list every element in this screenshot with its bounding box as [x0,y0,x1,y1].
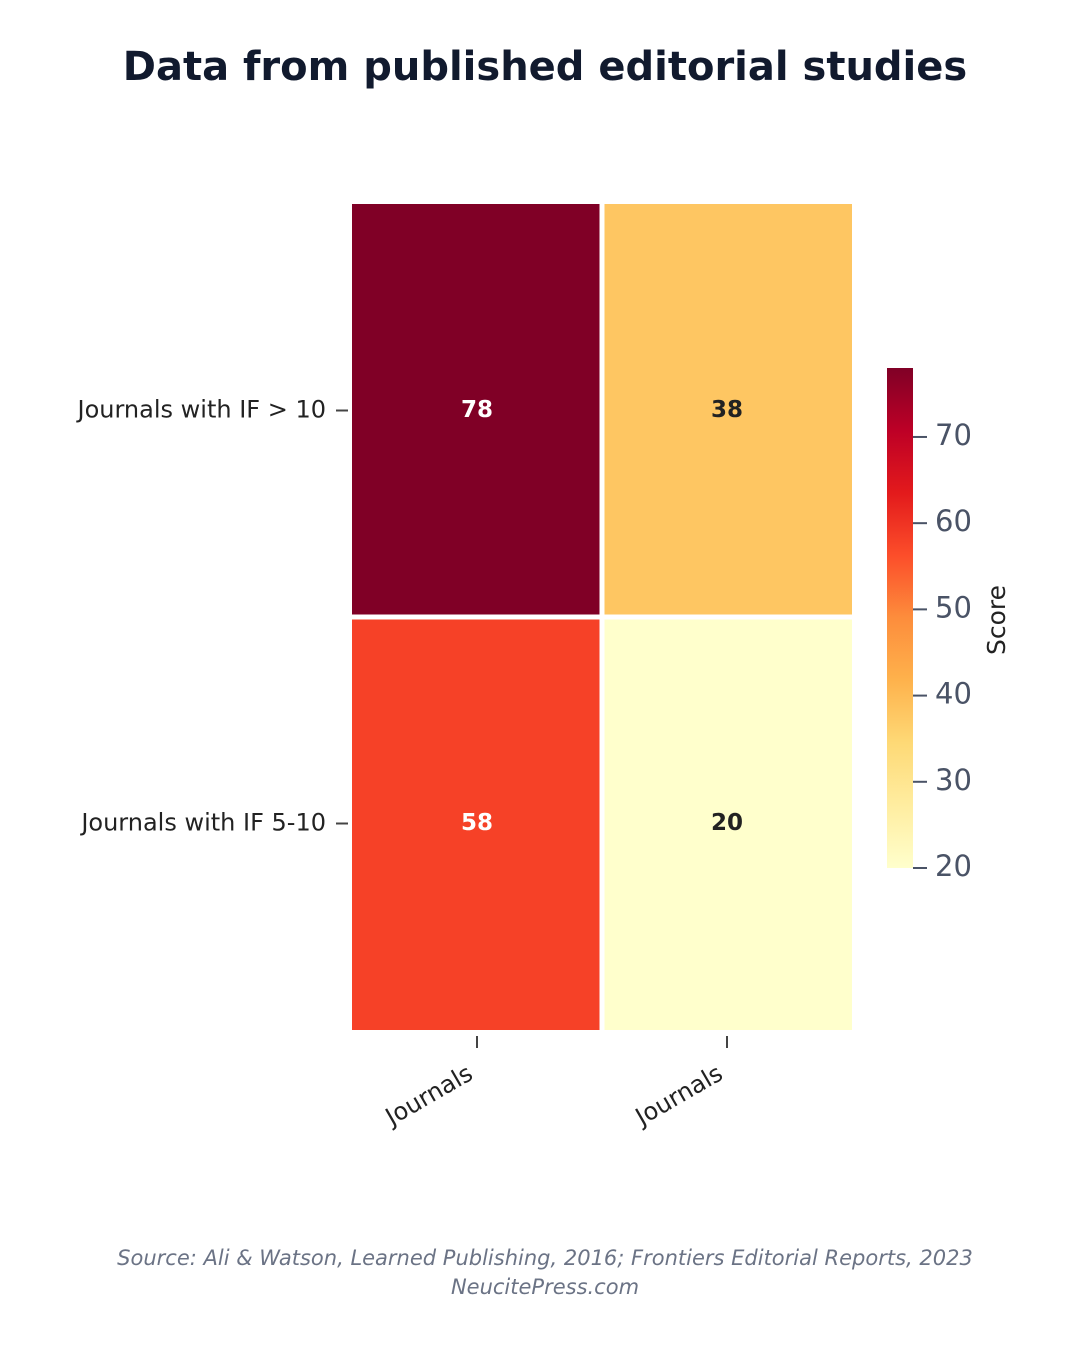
colorbar-tick-label: 30 [935,763,972,797]
colorbar-tick-label: 50 [935,590,972,624]
cell-label: 78 [461,397,493,423]
credit-note: NeucitePress.com [451,1275,639,1299]
heatmap-cell [604,204,852,615]
colorbar-title: Score [982,585,1011,655]
source-note: Source: Ali & Watson, Learned Publishing… [117,1246,973,1270]
x-tick-label: Journals [379,1059,477,1132]
y-tick-label: Journals with IF 5-10 [79,809,326,837]
colorbar [887,368,913,868]
heatmap-cell [352,204,600,615]
cell-label: 38 [711,397,743,423]
chart-title: Data from published editorial studies [123,44,967,90]
y-tick-label: Journals with IF > 10 [76,396,326,424]
cell-label: 58 [461,810,493,836]
colorbar-tick-label: 20 [935,849,972,883]
heatmap-cell [604,619,852,1030]
cell-label: 20 [711,810,743,836]
colorbar-tick-label: 40 [935,677,972,711]
colorbar-tick-label: 70 [935,418,972,452]
colorbar-tick-label: 60 [935,504,972,538]
x-tick-label: Journals [629,1059,727,1132]
heatmap-cell [352,619,600,1030]
